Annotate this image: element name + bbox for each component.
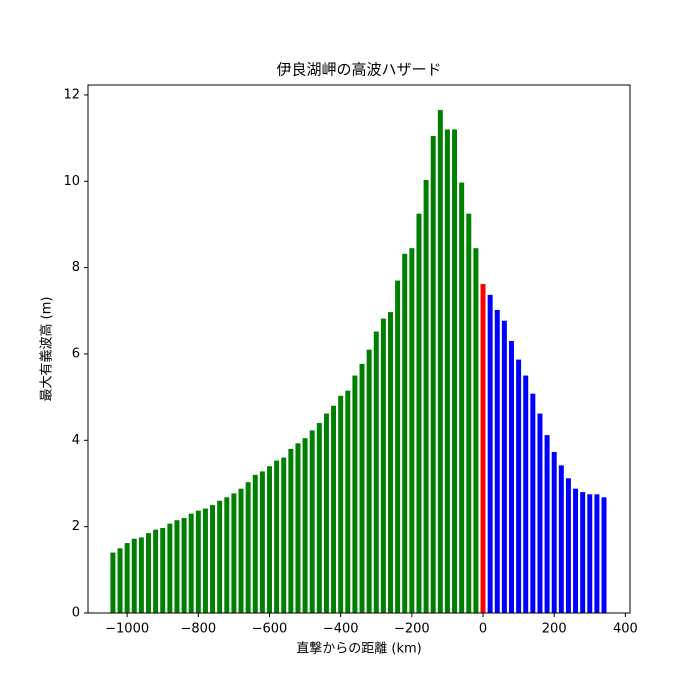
bar — [217, 500, 223, 613]
bar — [509, 341, 514, 613]
bar — [224, 497, 230, 613]
bar — [345, 390, 351, 613]
bar — [281, 457, 287, 613]
bar — [601, 497, 607, 613]
y-tick-label: 2 — [72, 519, 80, 534]
bar — [274, 460, 280, 613]
bar — [174, 520, 180, 613]
bar — [131, 538, 137, 613]
bar — [501, 320, 507, 613]
bar — [459, 182, 465, 613]
bar — [195, 510, 201, 613]
bar — [423, 179, 429, 613]
bar — [181, 518, 187, 613]
bar — [366, 349, 372, 613]
bar — [117, 548, 123, 613]
bar — [373, 331, 379, 613]
bar — [523, 375, 529, 613]
y-tick-label: 4 — [72, 433, 80, 448]
bar — [259, 471, 265, 613]
x-tick-label: 0 — [479, 622, 487, 637]
bar — [316, 423, 322, 613]
bar — [245, 482, 251, 613]
bar — [466, 213, 472, 614]
bar — [452, 129, 458, 613]
bar — [202, 508, 208, 613]
bar — [252, 474, 258, 613]
y-tick-label: 12 — [63, 87, 80, 102]
bar — [558, 465, 564, 613]
bar — [416, 213, 422, 614]
bar — [153, 529, 159, 613]
bar — [160, 527, 166, 613]
bar — [302, 438, 308, 613]
axes-frame — [87, 84, 631, 614]
bar — [594, 494, 600, 613]
bar — [231, 493, 237, 613]
x-tick-label: −600 — [252, 622, 288, 637]
bar — [516, 359, 522, 613]
bar — [309, 430, 315, 613]
bar — [210, 505, 216, 613]
bar — [338, 395, 344, 613]
bar — [167, 523, 173, 613]
bar — [530, 393, 536, 613]
x-tick-label: 200 — [542, 622, 567, 637]
bar — [430, 135, 436, 613]
bar — [537, 413, 543, 613]
bar — [138, 537, 144, 613]
bar — [110, 552, 116, 613]
bar — [124, 543, 130, 613]
bar — [388, 312, 393, 613]
bar — [288, 448, 294, 613]
bar — [587, 494, 593, 613]
y-axis-label: 最大有義波高 (m) — [39, 297, 55, 402]
y-tick-label: 0 — [72, 606, 80, 621]
bar — [146, 533, 151, 613]
bar — [331, 405, 337, 613]
y-tick-label: 8 — [72, 260, 80, 275]
bar — [402, 253, 408, 614]
bar — [573, 488, 579, 613]
bar — [295, 443, 301, 613]
bar — [188, 513, 194, 613]
chart-title: 伊良湖岬の高波ハザード — [276, 61, 441, 79]
bar — [395, 280, 401, 613]
bar — [565, 478, 571, 613]
bar — [323, 413, 329, 613]
x-tick-label: −800 — [180, 622, 216, 637]
bar — [544, 435, 550, 613]
bar — [480, 284, 486, 613]
bar — [444, 129, 450, 613]
y-tick-label: 10 — [63, 174, 80, 189]
bar — [267, 466, 272, 613]
bar — [238, 488, 244, 613]
x-tick-label: −1000 — [105, 622, 149, 637]
bar — [487, 294, 493, 613]
bar — [352, 375, 358, 613]
bar — [437, 110, 443, 613]
bar — [580, 492, 586, 613]
bar — [409, 248, 415, 614]
bar — [473, 248, 479, 614]
y-tick-label: 6 — [72, 346, 80, 361]
plot-area — [110, 110, 607, 614]
x-tick-label: −400 — [323, 622, 359, 637]
bar — [380, 318, 386, 613]
bar — [551, 451, 557, 613]
bar — [494, 309, 500, 613]
x-tick-label: 400 — [613, 622, 638, 637]
bar — [359, 363, 365, 613]
x-axis-label: 直撃からの距離 (km) — [296, 641, 421, 657]
x-tick-label: −200 — [394, 622, 430, 637]
